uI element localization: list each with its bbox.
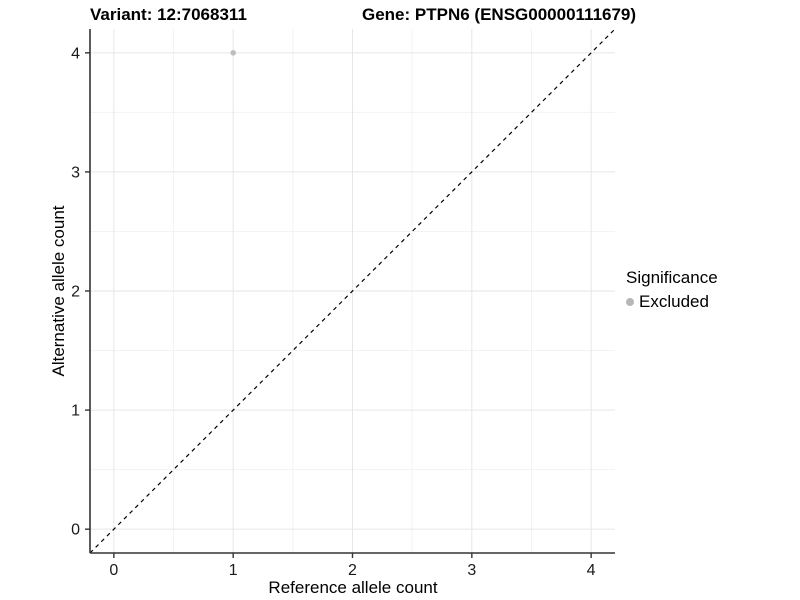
x-tick-label: 2	[348, 562, 357, 579]
y-tick-label: 4	[71, 45, 80, 62]
identity-dashed-line	[89, 28, 616, 554]
x-tick-label: 1	[229, 562, 238, 579]
y-tick-label: 0	[71, 522, 80, 539]
legend-title: Significance	[626, 268, 718, 287]
y-axis-title: Alternative allele count	[49, 205, 68, 377]
variant-title: Variant: 12:7068311	[90, 5, 247, 24]
y-tick-label: 3	[71, 164, 80, 181]
y-tick-label: 1	[71, 403, 80, 420]
x-tick-label: 3	[467, 562, 476, 579]
x-tick-label: 0	[109, 562, 118, 579]
y-tick-label: 2	[71, 284, 80, 301]
data-point	[230, 50, 236, 56]
legend-entry-label: Excluded	[639, 292, 709, 311]
legend-point-icon	[626, 298, 634, 306]
legend: Significance Excluded	[626, 268, 718, 312]
x-tick-label: 4	[587, 562, 596, 579]
legend-entry-excluded: Excluded	[626, 292, 718, 312]
gene-title: Gene: PTPN6 (ENSG00000111679)	[362, 5, 637, 24]
x-axis-title: Reference allele count	[268, 578, 438, 597]
